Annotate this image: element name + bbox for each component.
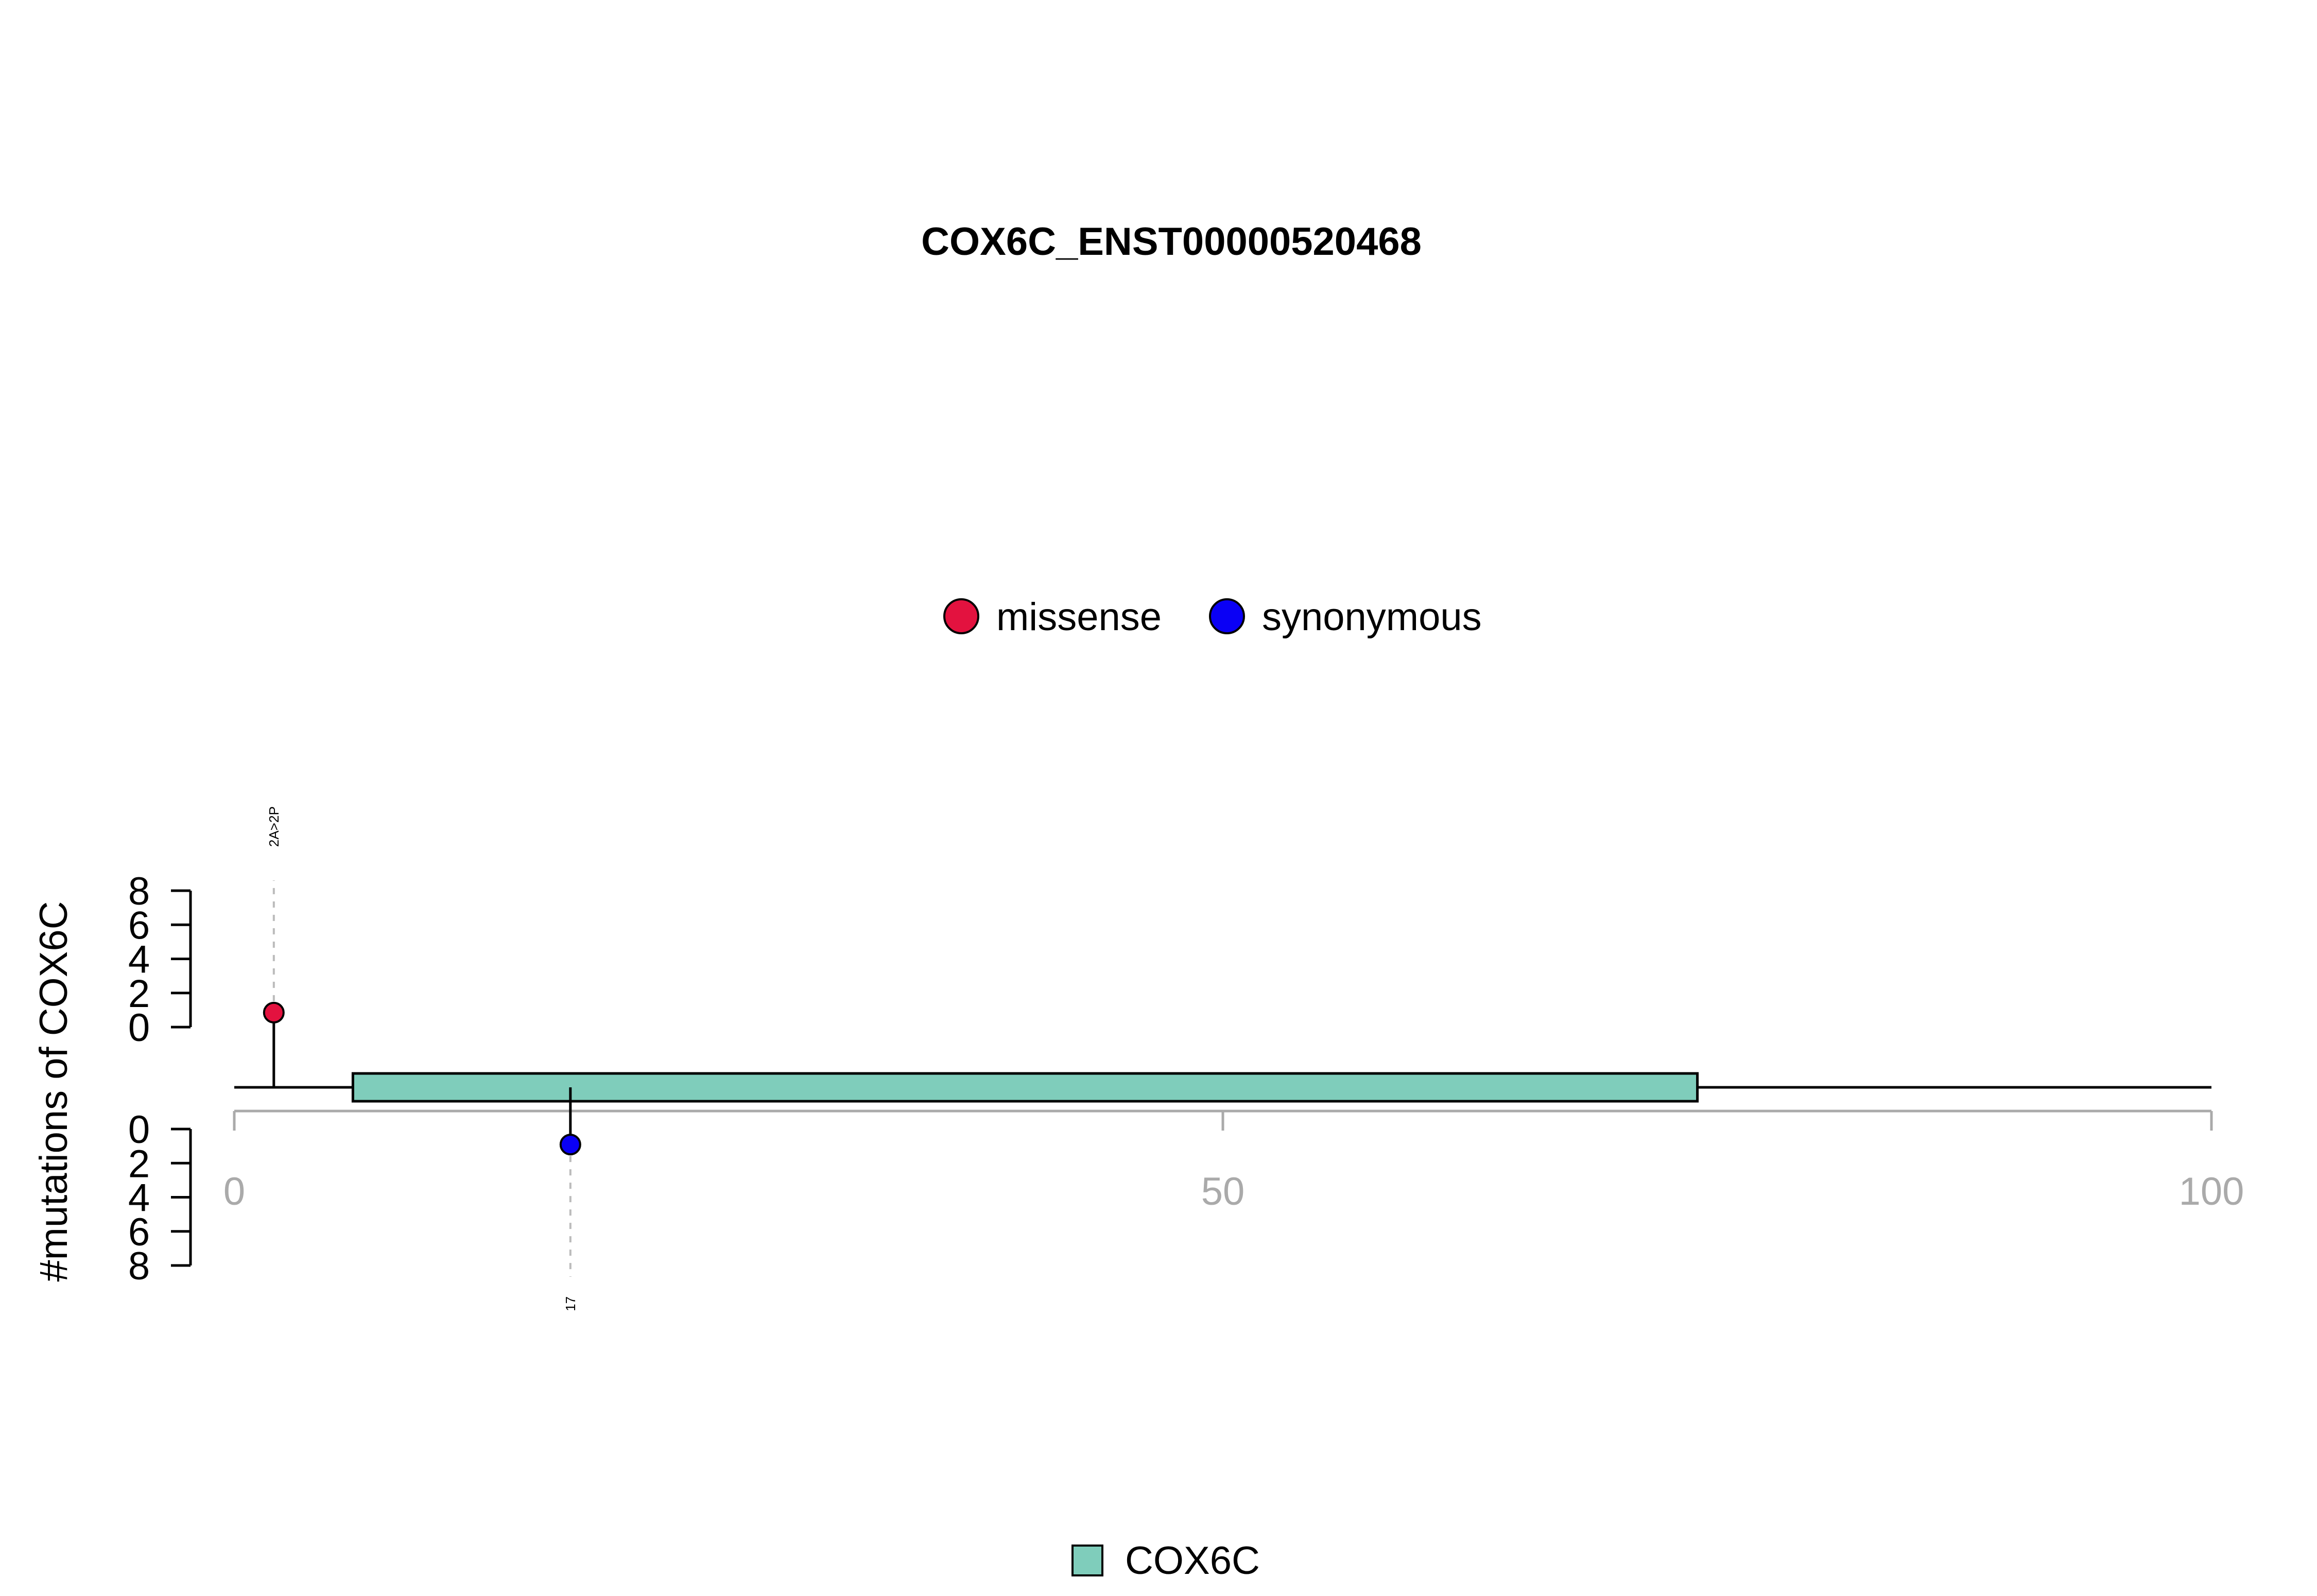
legend-item-synonymous: synonymous <box>1209 595 1482 639</box>
mutation-label: 2A>2P <box>266 806 282 847</box>
y-tick-label-lower-4: 4 <box>128 1176 150 1220</box>
x-tick-label-100: 100 <box>2179 1170 2244 1213</box>
y-tick-label-upper-4: 4 <box>128 938 150 982</box>
mutation-point <box>559 1134 581 1156</box>
mutation-point <box>263 1001 285 1023</box>
domain-COX6C <box>351 1072 1699 1103</box>
y-tick-label-upper-6: 6 <box>128 904 150 947</box>
legend-item-COX6C: COX6C <box>1071 1539 1260 1583</box>
legend-label-missense: missense <box>996 595 1162 639</box>
x-tick-label-0: 0 <box>223 1170 245 1213</box>
y-tick-label-lower-0: 0 <box>128 1108 150 1152</box>
legend-label-synonymous: synonymous <box>1262 595 1482 639</box>
y-tick-label-lower-2: 2 <box>128 1142 150 1186</box>
legend-marker-missense <box>943 598 979 634</box>
mutation-type-legend: missense synonymous <box>943 595 1482 639</box>
chart-title: COX6C_ENST00000520468 <box>921 220 1422 264</box>
y-axis-label: #mutations of COX6C <box>32 901 76 1281</box>
y-tick-label-upper-2: 2 <box>128 972 150 1016</box>
x-tick-label-50: 50 <box>1201 1170 1245 1213</box>
domain-legend: COX6C <box>1071 1539 1260 1583</box>
protein-backbone <box>234 1072 2211 1103</box>
y-tick-label-upper-0: 0 <box>128 1006 150 1050</box>
y-tick-label-lower-8: 8 <box>128 1244 150 1288</box>
y-tick-label-lower-6: 6 <box>128 1210 150 1254</box>
legend-swatch-COX6C <box>1071 1545 1103 1576</box>
mutation-synonymous: 17 <box>559 1087 581 1311</box>
y-tick-label-upper-8: 8 <box>128 870 150 913</box>
mutation-label: 17 <box>563 1296 578 1311</box>
mutation-lollipops: 2A>2P 17 <box>263 806 581 1311</box>
legend-item-missense: missense <box>943 595 1162 639</box>
legend-marker-synonymous <box>1209 598 1245 634</box>
mutation-missense: 2A>2P <box>263 806 285 1087</box>
legend-label-COX6C: COX6C <box>1125 1539 1260 1583</box>
